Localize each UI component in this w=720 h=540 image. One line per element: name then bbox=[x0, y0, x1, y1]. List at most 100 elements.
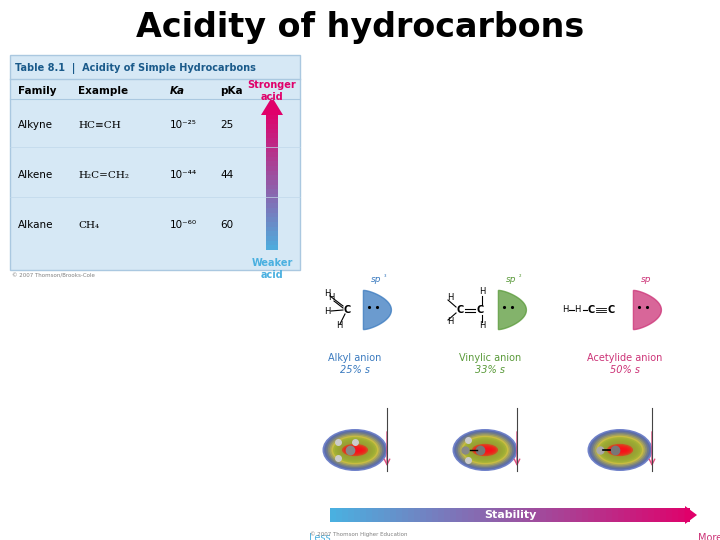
Ellipse shape bbox=[458, 433, 512, 467]
Bar bbox=[266, 161, 278, 166]
Bar bbox=[468, 508, 474, 522]
Text: Alkene: Alkene bbox=[18, 170, 53, 180]
Text: Weaker
acid: Weaker acid bbox=[251, 258, 293, 280]
Text: H: H bbox=[324, 307, 330, 316]
Text: CH₄: CH₄ bbox=[78, 220, 99, 230]
Bar bbox=[552, 508, 558, 522]
Text: Alkyl anion: Alkyl anion bbox=[328, 353, 382, 363]
Ellipse shape bbox=[611, 447, 629, 454]
Bar bbox=[266, 180, 278, 185]
Text: H₂C=CH₂: H₂C=CH₂ bbox=[78, 171, 129, 179]
Bar bbox=[450, 508, 456, 522]
Ellipse shape bbox=[477, 448, 492, 452]
Bar bbox=[266, 208, 278, 213]
Text: H: H bbox=[562, 306, 568, 314]
Bar bbox=[546, 508, 552, 522]
Bar bbox=[612, 508, 618, 522]
Ellipse shape bbox=[600, 438, 640, 462]
Bar bbox=[266, 166, 278, 171]
Text: pKa: pKa bbox=[220, 86, 243, 96]
Text: H: H bbox=[479, 321, 485, 330]
Bar bbox=[366, 508, 372, 522]
Ellipse shape bbox=[608, 445, 631, 455]
Ellipse shape bbox=[337, 440, 374, 460]
Ellipse shape bbox=[454, 430, 516, 470]
Bar bbox=[504, 508, 510, 522]
Ellipse shape bbox=[328, 433, 382, 467]
Bar bbox=[672, 508, 678, 522]
Ellipse shape bbox=[598, 437, 642, 463]
Text: 10⁻⁴⁴: 10⁻⁴⁴ bbox=[170, 170, 197, 180]
Bar bbox=[654, 508, 660, 522]
Ellipse shape bbox=[335, 438, 375, 462]
Ellipse shape bbox=[323, 429, 387, 471]
Bar bbox=[266, 143, 278, 147]
Bar bbox=[660, 508, 666, 522]
Bar bbox=[432, 508, 438, 522]
Bar bbox=[266, 138, 278, 143]
Bar bbox=[402, 508, 408, 522]
Ellipse shape bbox=[331, 436, 379, 464]
Text: Table 8.1  |  Acidity of Simple Hydrocarbons: Table 8.1 | Acidity of Simple Hydrocarbo… bbox=[15, 64, 256, 75]
Bar bbox=[266, 199, 278, 204]
Bar bbox=[444, 508, 450, 522]
Bar bbox=[266, 147, 278, 152]
Bar bbox=[540, 508, 546, 522]
Bar bbox=[678, 508, 684, 522]
Text: Vinylic anion: Vinylic anion bbox=[459, 353, 521, 363]
Bar bbox=[420, 508, 426, 522]
Bar bbox=[342, 508, 348, 522]
Text: C: C bbox=[588, 305, 595, 315]
Text: © 2007 Thomson/Brooks-Cole: © 2007 Thomson/Brooks-Cole bbox=[12, 274, 95, 279]
Text: H: H bbox=[574, 306, 580, 314]
Bar bbox=[378, 508, 384, 522]
Text: 44: 44 bbox=[220, 170, 233, 180]
Ellipse shape bbox=[459, 434, 510, 465]
Bar bbox=[336, 508, 342, 522]
Bar bbox=[600, 508, 606, 522]
Ellipse shape bbox=[324, 430, 386, 470]
Bar bbox=[684, 508, 690, 522]
Bar bbox=[582, 508, 588, 522]
Text: sp: sp bbox=[370, 275, 381, 284]
Ellipse shape bbox=[463, 437, 507, 463]
Text: 50% s: 50% s bbox=[610, 365, 640, 375]
Ellipse shape bbox=[475, 447, 495, 454]
Bar bbox=[266, 217, 278, 222]
Bar bbox=[576, 508, 582, 522]
Bar bbox=[408, 508, 414, 522]
Ellipse shape bbox=[593, 433, 647, 467]
Text: H: H bbox=[447, 318, 453, 327]
Ellipse shape bbox=[595, 434, 645, 465]
Ellipse shape bbox=[347, 448, 363, 452]
Ellipse shape bbox=[467, 440, 503, 460]
Bar bbox=[564, 508, 570, 522]
Ellipse shape bbox=[452, 429, 518, 471]
Bar bbox=[354, 508, 360, 522]
Text: HC≡CH: HC≡CH bbox=[78, 120, 121, 130]
Ellipse shape bbox=[340, 442, 370, 457]
Bar bbox=[414, 508, 420, 522]
Bar bbox=[456, 508, 462, 522]
Text: sp: sp bbox=[505, 275, 516, 284]
Bar bbox=[528, 508, 534, 522]
Bar bbox=[630, 508, 636, 522]
Text: 10⁻⁶⁰: 10⁻⁶⁰ bbox=[170, 220, 197, 230]
Bar bbox=[266, 171, 278, 176]
Ellipse shape bbox=[346, 447, 364, 454]
Bar bbox=[360, 508, 366, 522]
Bar bbox=[522, 508, 528, 522]
Bar bbox=[384, 508, 390, 522]
Ellipse shape bbox=[591, 431, 649, 468]
Bar bbox=[486, 508, 492, 522]
FancyArrow shape bbox=[261, 97, 283, 115]
Bar bbox=[498, 508, 504, 522]
Text: Less
stable: Less stable bbox=[305, 533, 335, 540]
Ellipse shape bbox=[607, 444, 633, 456]
Text: Acidity of hydrocarbons: Acidity of hydrocarbons bbox=[136, 11, 584, 44]
Text: Acetylide anion: Acetylide anion bbox=[588, 353, 662, 363]
Ellipse shape bbox=[342, 444, 368, 456]
Ellipse shape bbox=[470, 442, 500, 457]
Text: Example: Example bbox=[78, 86, 128, 96]
Bar bbox=[266, 194, 278, 199]
